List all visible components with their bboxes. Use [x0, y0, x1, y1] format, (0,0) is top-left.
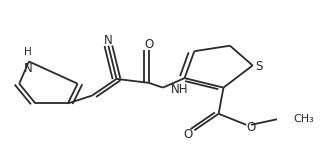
Text: O: O: [144, 38, 154, 51]
Text: H: H: [24, 47, 32, 57]
Text: O: O: [247, 121, 256, 134]
Text: O: O: [183, 128, 193, 141]
Text: NH: NH: [171, 83, 188, 96]
Text: N: N: [104, 34, 113, 47]
Text: S: S: [255, 60, 263, 73]
Text: CH₃: CH₃: [293, 114, 314, 124]
Text: N: N: [24, 62, 32, 75]
